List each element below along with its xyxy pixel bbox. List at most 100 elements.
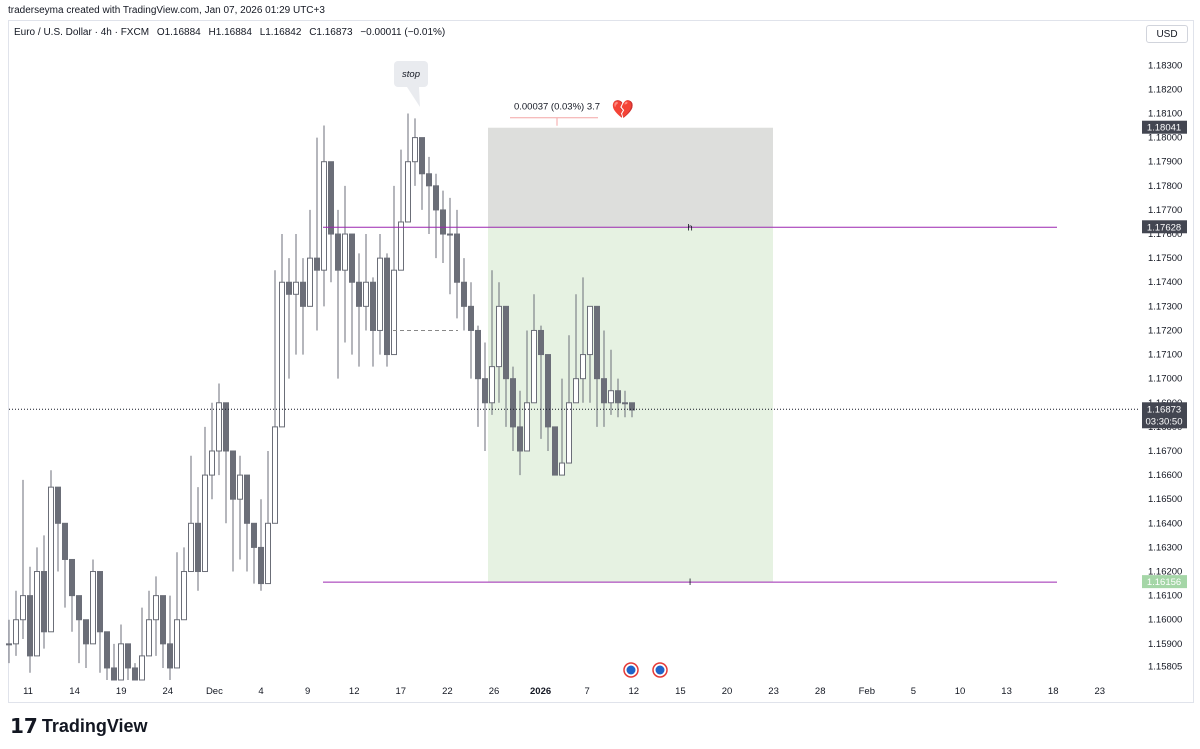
candle-body	[209, 450, 215, 476]
y-tick-label: 1.17300	[1148, 301, 1182, 312]
candle-body	[384, 257, 390, 356]
candle-body	[258, 546, 264, 585]
candle-body	[146, 619, 152, 657]
y-tick-label: 1.17800	[1148, 181, 1182, 192]
y-tick-label: 1.17500	[1148, 253, 1182, 264]
candle-body	[202, 474, 208, 573]
price-tag-stop	[1142, 120, 1187, 134]
candle-body	[601, 378, 607, 404]
candle-body	[363, 281, 369, 307]
candle-body	[69, 558, 75, 597]
candle-body	[153, 595, 159, 621]
candle-body	[412, 137, 418, 163]
candle-body	[97, 571, 103, 633]
candle-body	[440, 209, 446, 235]
candle-body	[342, 233, 348, 271]
tradingview-logo-text: TradingView	[41, 715, 148, 736]
candle-body	[447, 233, 453, 236]
candle-body	[188, 522, 194, 573]
stop-callout-label: stop	[402, 69, 420, 80]
candle-body	[83, 619, 89, 645]
support-line-label: l	[689, 577, 691, 588]
symbol-name[interactable]: Euro / U.S. Dollar · 4h · FXCM	[14, 27, 150, 38]
candle-body	[398, 221, 404, 271]
candle-body	[216, 402, 222, 452]
resistance-line-label: h	[687, 222, 692, 233]
x-tick-label: 7	[585, 686, 590, 697]
candle-body	[132, 667, 138, 681]
y-tick-label: 1.17700	[1148, 205, 1182, 216]
candle-body	[580, 354, 586, 380]
x-tick-label: 15	[675, 686, 686, 697]
price-tag-target	[1142, 575, 1187, 589]
y-tick-label: 1.16300	[1148, 542, 1182, 553]
price-tag-entry-label: 1.17628	[1147, 222, 1181, 233]
price-tag-countdown: 03:30:50	[1146, 416, 1183, 427]
price-tag-target-label: 1.16156	[1147, 577, 1181, 588]
candle-body	[90, 571, 96, 645]
candle-body	[279, 281, 285, 428]
candle-body	[426, 173, 432, 187]
author-note: traderseyma created with TradingView.com…	[8, 5, 325, 16]
y-tick-label: 1.18200	[1148, 84, 1182, 95]
candle-body	[615, 390, 621, 404]
candle-body	[608, 390, 614, 404]
candle-body	[349, 233, 355, 283]
candle-body	[237, 474, 243, 500]
economic-event-icon-inner	[626, 665, 636, 675]
candle-body	[552, 426, 558, 476]
candle-body	[545, 354, 551, 428]
candle-body	[629, 402, 635, 411]
x-tick-label: 11	[23, 686, 33, 697]
y-tick-label: 1.15805	[1148, 662, 1182, 673]
currency-button[interactable]: USD	[1146, 25, 1188, 43]
candle-body	[377, 257, 383, 331]
candle-body	[111, 667, 117, 681]
candle-body	[419, 137, 425, 175]
candle-body	[496, 305, 502, 368]
y-tick-label: 1.17000	[1148, 374, 1182, 385]
x-tick-label: 22	[442, 686, 453, 697]
x-tick-label: Feb	[859, 686, 875, 697]
y-tick-label: 1.17600	[1148, 229, 1182, 240]
symbol-legend: Euro / U.S. Dollar · 4h · FXCM O1.16884 …	[14, 27, 450, 38]
y-tick-label: 1.16000	[1148, 615, 1182, 626]
x-tick-label: 12	[349, 686, 360, 697]
y-tick-label: 1.18300	[1148, 60, 1182, 71]
candle-body	[433, 185, 439, 211]
x-tick-label: 4	[258, 686, 263, 697]
x-tick-label: Dec	[206, 686, 223, 697]
y-tick-label: 1.17900	[1148, 157, 1182, 168]
tradingview-logo[interactable]: 17 TradingView	[10, 714, 148, 738]
economic-event-icon-inner	[655, 665, 665, 675]
y-tick-label: 1.15900	[1148, 639, 1182, 650]
candle-body	[286, 281, 292, 295]
candle-body	[125, 643, 131, 669]
y-tick-label: 1.18000	[1148, 133, 1182, 144]
x-tick-label: 26	[489, 686, 500, 697]
stop-loss-zone[interactable]	[488, 127, 773, 228]
x-tick-label: 14	[69, 686, 80, 697]
ohlc-open: O1.16884	[156, 27, 201, 38]
candle-body	[510, 378, 516, 428]
candle-body	[454, 233, 460, 283]
candle-body	[503, 305, 509, 380]
candle-body	[517, 426, 523, 452]
ohlc-close: C1.16873	[309, 27, 353, 38]
stop-callout-pointer	[407, 87, 420, 107]
candle-body	[48, 486, 54, 633]
candle-body	[160, 595, 166, 645]
candle-body	[181, 571, 187, 621]
candle-body	[335, 233, 341, 271]
candle-body	[573, 378, 579, 404]
stop-callout-bubble[interactable]	[394, 61, 428, 87]
candle-body	[76, 595, 82, 621]
x-tick-label: 18	[1048, 686, 1059, 697]
candle-body	[524, 402, 530, 452]
x-tick-label: 12	[629, 686, 640, 697]
price-tag-last-label: 1.16873	[1147, 404, 1181, 415]
candle-body	[587, 305, 593, 356]
candle-body	[55, 486, 61, 524]
candle-body	[468, 305, 474, 331]
